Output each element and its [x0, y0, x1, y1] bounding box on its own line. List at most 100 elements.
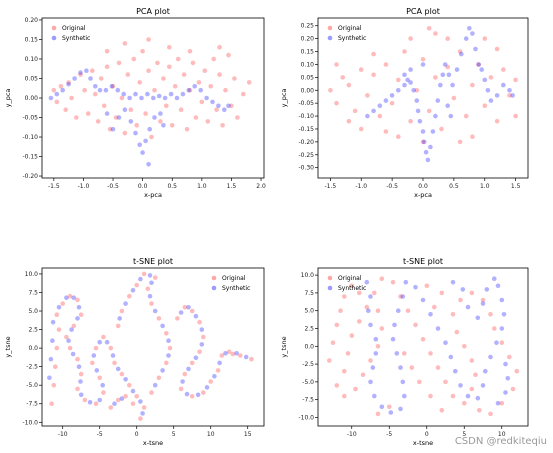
data-point	[195, 392, 201, 398]
data-point	[420, 57, 426, 62]
data-point	[372, 393, 377, 399]
data-point	[82, 397, 88, 403]
data-point	[473, 46, 478, 52]
data-point	[93, 401, 99, 407]
data-point	[420, 297, 426, 303]
data-point	[495, 283, 501, 289]
x-tick-label: -10	[58, 431, 68, 438]
data-point	[164, 103, 169, 109]
data-point	[67, 293, 73, 299]
data-point	[357, 319, 362, 324]
data-point	[199, 327, 205, 332]
data-point	[440, 72, 446, 78]
data-point	[160, 323, 165, 329]
data-point	[402, 351, 407, 356]
plot-frame	[41, 267, 265, 427]
data-point	[48, 356, 54, 362]
data-point	[112, 360, 117, 366]
x-axis-label: x-pca	[414, 191, 432, 199]
data-point	[94, 368, 100, 373]
data-point	[482, 103, 488, 108]
data-point	[457, 139, 463, 145]
data-point	[409, 365, 415, 370]
data-point	[514, 368, 520, 374]
plot-frame	[317, 267, 529, 427]
y-tick-label: 0.05	[301, 74, 315, 81]
y-tick-label: -0.15	[298, 126, 314, 133]
y-tick-label: 0.00	[301, 87, 315, 94]
data-point	[445, 103, 451, 108]
y-tick-label: -0.15	[22, 154, 38, 161]
data-point	[178, 310, 184, 315]
chart-panel-4: t-SNE plot -10 -5 0 5 10 -10.0 -7.5 -5.0 -2.5 0.0 2…	[280, 257, 529, 447]
data-point	[334, 100, 339, 106]
legend: Original Synthetic	[327, 275, 366, 292]
data-point	[198, 87, 203, 93]
data-point	[156, 316, 162, 321]
data-point	[513, 113, 518, 119]
data-point	[145, 286, 151, 292]
data-point	[510, 386, 516, 392]
x-tick-label: -10	[347, 431, 357, 438]
data-point	[167, 64, 172, 70]
data-point	[371, 51, 376, 57]
data-point	[82, 87, 87, 93]
data-point	[121, 91, 126, 97]
data-point	[379, 276, 385, 282]
y-tick-label: 0.0	[28, 345, 38, 352]
data-point	[238, 353, 243, 358]
data-point	[346, 118, 352, 124]
data-point	[448, 113, 454, 119]
data-point	[110, 84, 116, 89]
data-point	[450, 393, 456, 399]
data-point	[158, 111, 163, 116]
data-point	[186, 366, 191, 372]
data-point	[443, 340, 448, 346]
data-point	[334, 62, 339, 67]
data-point	[137, 142, 142, 148]
data-point	[201, 390, 206, 395]
data-point	[396, 88, 401, 93]
data-point	[70, 351, 76, 357]
data-point	[164, 360, 169, 366]
data-point	[370, 365, 376, 370]
legend-marker	[327, 25, 333, 31]
data-point	[101, 390, 106, 395]
data-point	[426, 108, 432, 114]
data-point	[408, 118, 413, 124]
chart-panel-1: PCA plot -1.5 -1.0 -0.5 0.0 0.5 1.0 1.5 2.0 -0.20…	[4, 7, 266, 199]
data-point	[84, 68, 89, 73]
data-point	[451, 95, 457, 101]
data-point	[396, 134, 401, 139]
x-tick-label: -0.5	[386, 183, 398, 190]
data-point	[405, 77, 410, 83]
data-point	[75, 316, 80, 321]
data-point	[54, 345, 60, 351]
data-point	[488, 354, 493, 360]
x-tick-label: 5	[172, 431, 176, 438]
data-point	[398, 365, 403, 370]
data-point	[364, 279, 370, 285]
legend-label: Synthetic	[222, 285, 250, 292]
data-point	[50, 338, 55, 344]
data-point	[56, 327, 62, 332]
y-axis-label: y_tsne	[4, 336, 12, 357]
data-point	[149, 134, 154, 140]
data-point	[134, 394, 139, 399]
data-point	[87, 400, 93, 405]
data-point	[137, 80, 142, 85]
data-point	[439, 408, 445, 413]
data-point	[488, 312, 493, 317]
data-point	[193, 313, 199, 319]
data-point	[388, 410, 394, 415]
data-point	[51, 382, 57, 388]
data-point	[162, 95, 168, 101]
chart-title: t-SNE plot	[403, 257, 443, 266]
data-point	[450, 82, 455, 88]
legend: Original Synthetic	[327, 25, 366, 42]
data-point	[513, 77, 518, 83]
data-point	[186, 305, 191, 310]
data-point	[130, 288, 136, 293]
data-point	[116, 115, 122, 120]
data-point	[482, 36, 488, 41]
